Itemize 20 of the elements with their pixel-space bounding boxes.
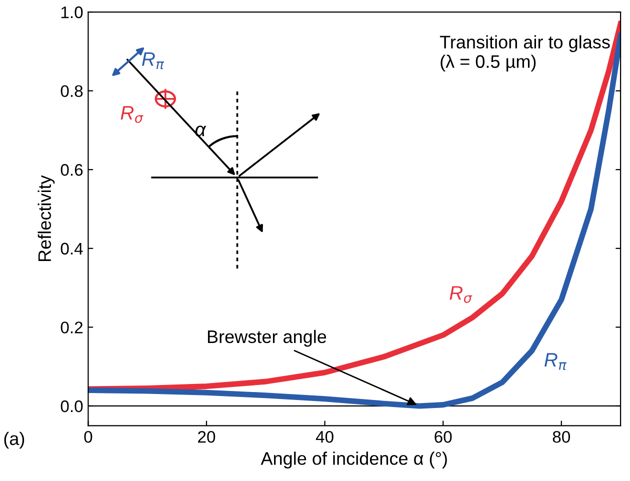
annotation: R$_{π}$ (142, 52, 164, 70)
series-label: R$_{σ}$ (450, 286, 472, 303)
text: (a) (4, 432, 24, 449)
y-tick-label: 0.8 (60, 85, 83, 98)
x-tick-label: 80 (552, 430, 570, 443)
x-tick-label: 40 (316, 430, 334, 443)
x-tick-label: 0 (84, 430, 92, 443)
y-tick-label: 0.0 (60, 400, 83, 412)
y-tick-label: 0.2 (60, 322, 83, 334)
y-tick-label: 0.6 (60, 164, 83, 176)
x-axis-title: Angle of incidence α (°) (260, 452, 447, 468)
x-tick-label: 60 (434, 430, 452, 443)
y-tick-label: 0.4 (60, 242, 83, 255)
annotation: Brewster angle (208, 330, 326, 347)
series-label: R$_{π}$ (544, 353, 567, 370)
x-tick-label: 20 (198, 430, 216, 443)
y-tick-label: 1.0 (61, 6, 83, 18)
annotation: Transition air to glass (λ = 0.5 µm) (440, 35, 610, 72)
annotation: R$_{σ}$ (120, 106, 144, 123)
y-axis-title: Reflectivity (38, 175, 55, 262)
